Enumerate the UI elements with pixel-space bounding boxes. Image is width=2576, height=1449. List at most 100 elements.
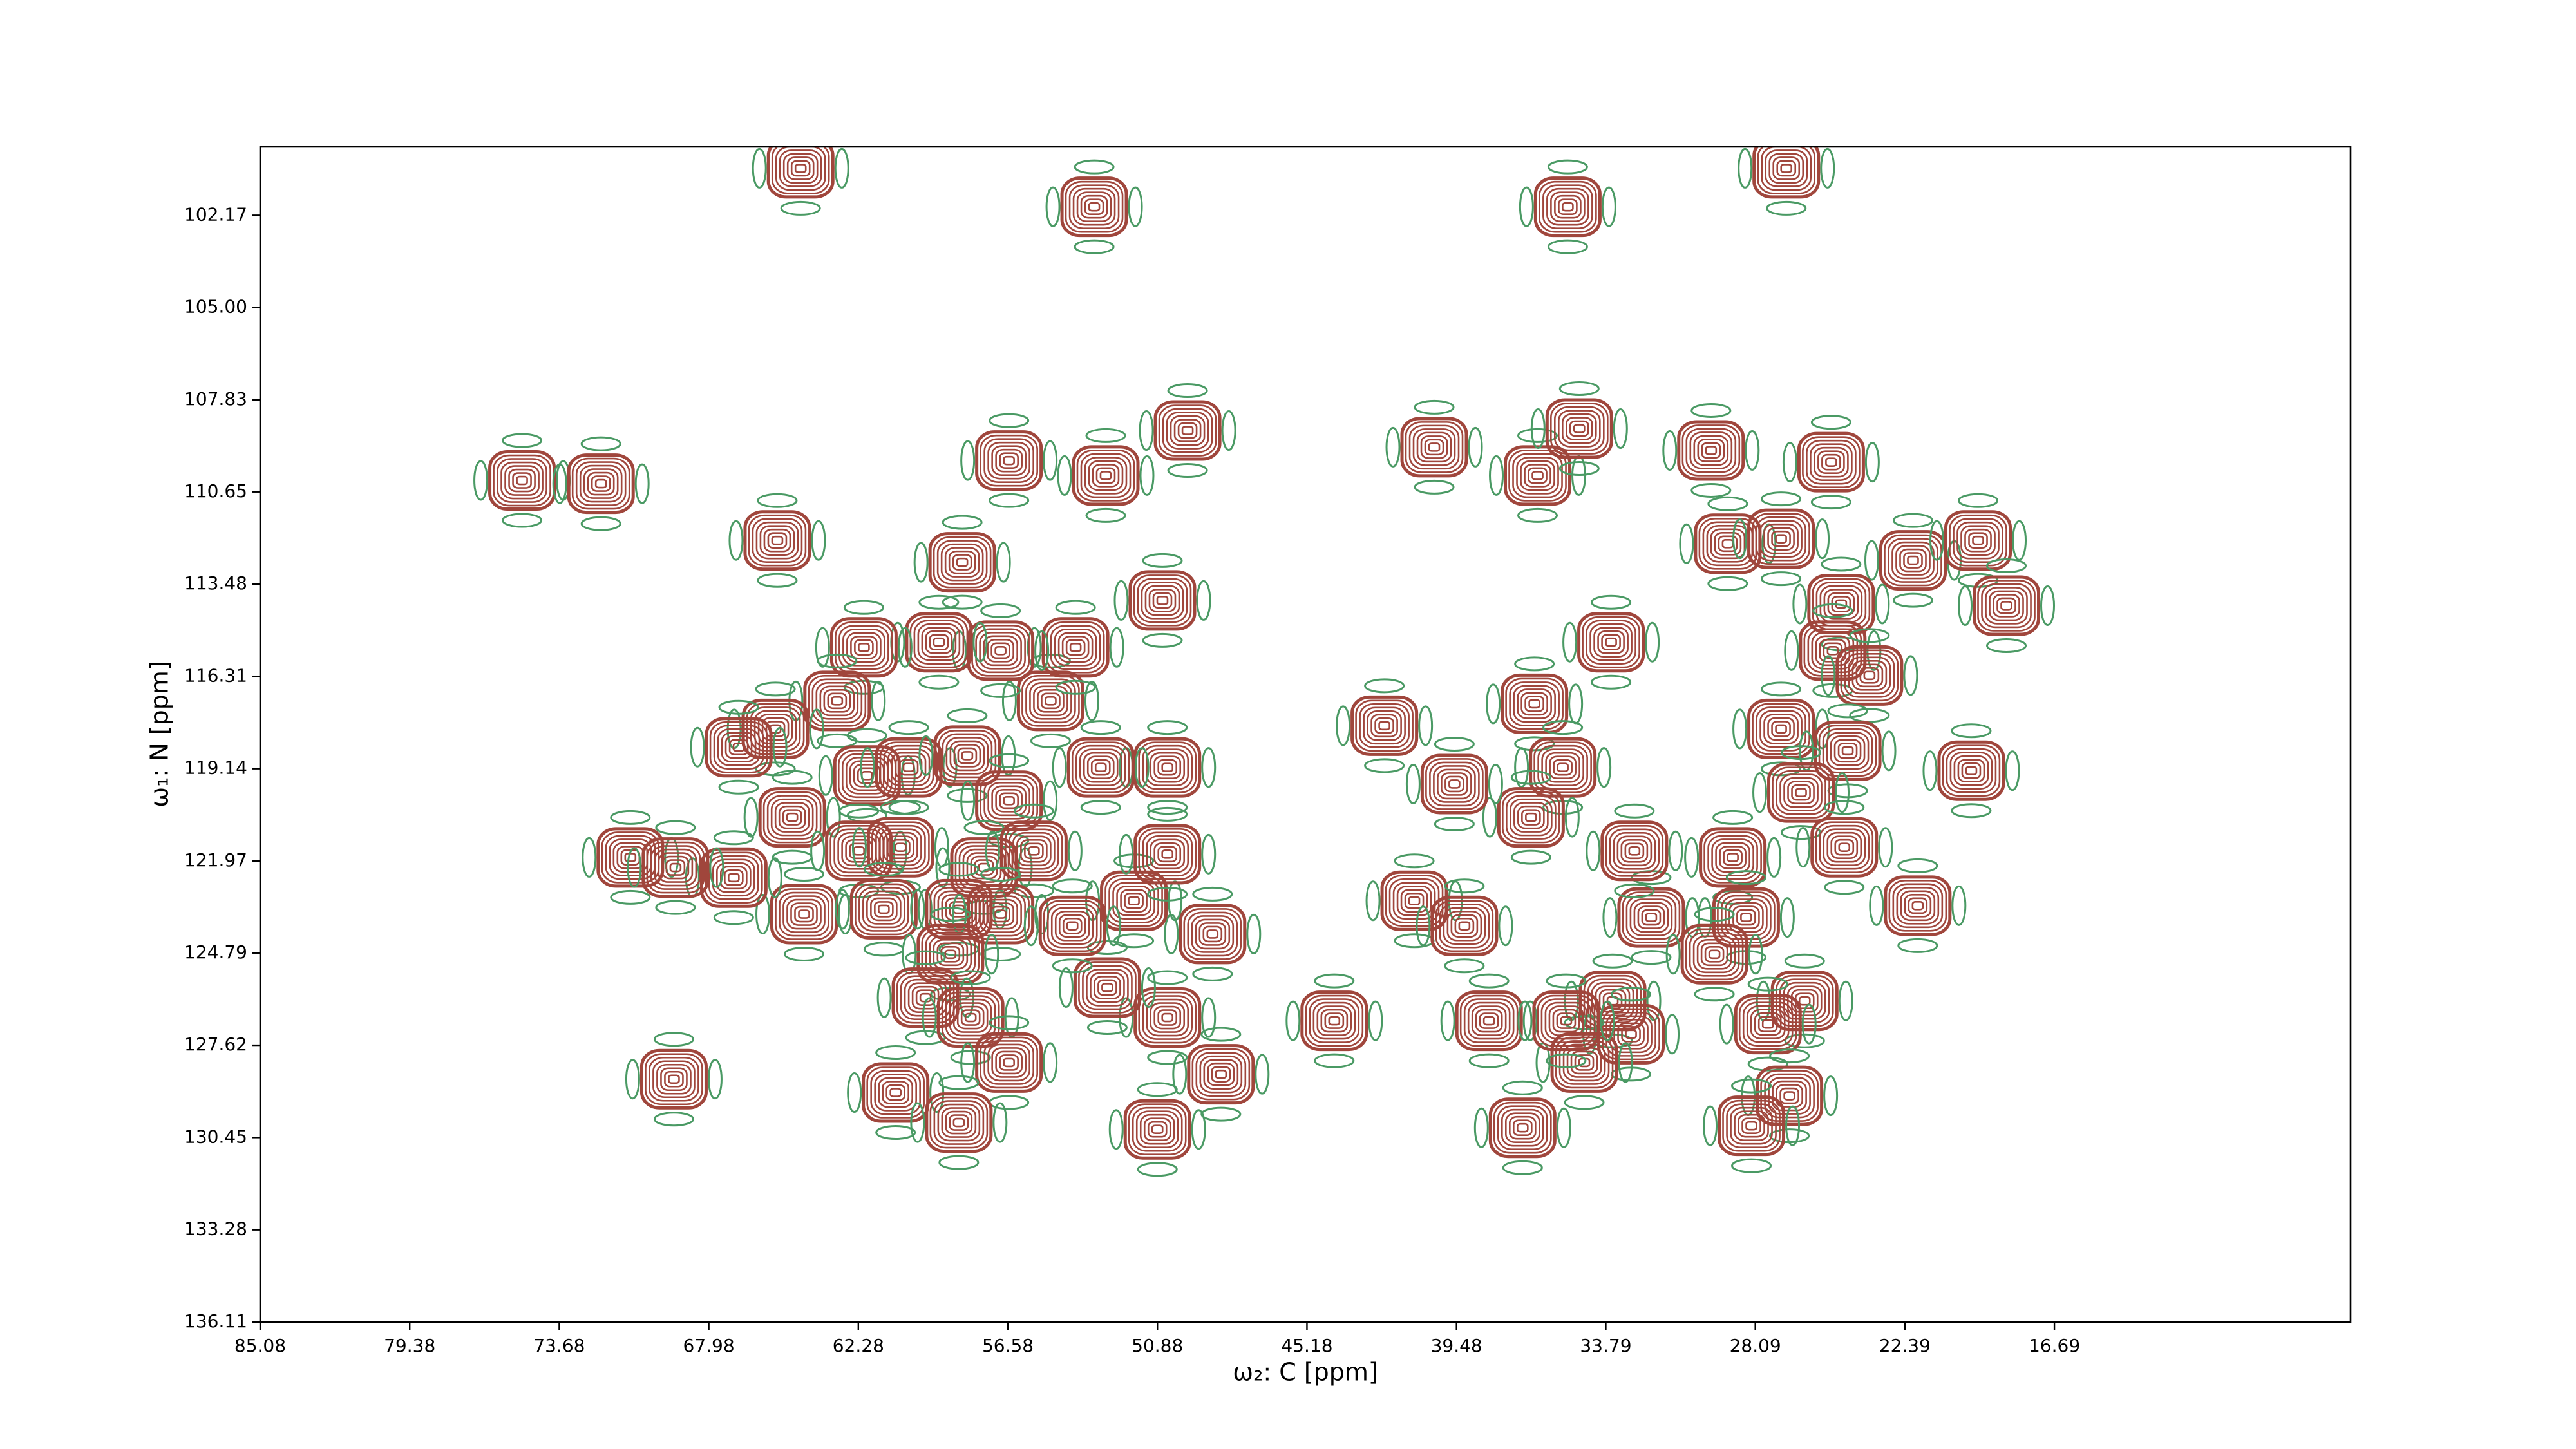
positive-contour: [660, 1067, 688, 1092]
positive-contour: [1128, 896, 1140, 906]
positive-contour: [979, 895, 1022, 933]
positive-contour: [1761, 1019, 1774, 1029]
negative-contour: [1792, 583, 1808, 625]
negative-contour: [1147, 806, 1188, 822]
positive-contour: [1396, 885, 1432, 916]
negative-contour: [1486, 683, 1501, 724]
negative-contour: [851, 827, 867, 868]
positive-contour: [1704, 946, 1725, 963]
positive-contour: [1191, 1048, 1251, 1101]
negative-contour: [1614, 883, 1655, 898]
positive-contour: [990, 642, 1010, 659]
positive-contour: [771, 147, 830, 194]
positive-contour: [1092, 464, 1120, 488]
positive-contour: [882, 1081, 909, 1104]
negative-contour: [757, 493, 798, 508]
positive-contour: [1613, 831, 1656, 870]
positive-contour: [1822, 728, 1873, 773]
positive-contour: [995, 448, 1023, 473]
positive-contour: [1783, 1091, 1795, 1101]
positive-contour: [1328, 1016, 1341, 1026]
negative-contour: [1586, 830, 1601, 871]
positive-contour: [1084, 198, 1104, 215]
negative-contour: [1482, 797, 1497, 838]
positive-contour: [956, 557, 969, 567]
negative-contour: [1869, 885, 1884, 926]
positive-contour: [1884, 534, 1942, 587]
positive-contour: [1911, 901, 1924, 911]
positive-contour: [1542, 184, 1593, 229]
positive-contour: [652, 1060, 696, 1099]
negative-contour: [984, 934, 999, 975]
positive-contour: [936, 540, 988, 585]
positive-contour: [1834, 838, 1855, 856]
positive-contour: [790, 160, 811, 177]
negative-contour: [1498, 905, 1513, 947]
positive-contour: [1714, 531, 1742, 556]
y-tick-label: 127.62: [184, 1034, 247, 1055]
negative-contour: [1820, 147, 1835, 189]
positive-contour: [1157, 846, 1178, 863]
negative-contour: [1875, 583, 1890, 625]
negative-contour: [780, 200, 821, 216]
positive-contour: [1086, 755, 1115, 779]
positive-contour: [1736, 909, 1756, 926]
positive-contour: [1993, 594, 2020, 618]
positive-contour: [949, 1114, 969, 1131]
positive-contour: [1497, 1105, 1548, 1150]
negative-contour: [1929, 520, 1945, 561]
positive-contour: [895, 842, 907, 853]
positive-contour: [1517, 805, 1545, 829]
negative-contour: [627, 847, 642, 888]
positive-contour: [1437, 768, 1472, 800]
positive-contour: [724, 735, 753, 759]
negative-contour: [1694, 907, 1735, 922]
positive-contour: [933, 637, 945, 647]
positive-contour: [770, 798, 814, 837]
negative-contour: [1084, 680, 1099, 721]
positive-contour: [823, 689, 851, 713]
positive-contour: [1412, 428, 1456, 466]
positive-contour: [1094, 976, 1121, 999]
positive-contour: [1552, 1009, 1580, 1033]
negative-contour: [1922, 750, 1938, 791]
positive-contour: [1899, 548, 1927, 573]
positive-contour: [952, 1117, 965, 1128]
positive-contour: [870, 897, 898, 922]
positive-contour: [1726, 1103, 1777, 1148]
negative-contour: [1052, 878, 1093, 894]
positive-contour: [1844, 653, 1895, 698]
negative-contour: [1779, 897, 1795, 938]
positive-contour: [1597, 630, 1625, 654]
negative-contour: [1285, 1000, 1301, 1041]
positive-contour: [1549, 755, 1577, 779]
positive-contour: [983, 778, 1034, 824]
positive-contour: [1848, 656, 1891, 695]
positive-contour: [866, 817, 934, 878]
positive-contour: [1763, 523, 1799, 554]
negative-contour: [1614, 803, 1655, 819]
x-axis-label: ω₂: C [ppm]: [1233, 1358, 1378, 1387]
negative-contour: [1986, 558, 2027, 573]
positive-contour: [1754, 1012, 1782, 1036]
negative-contour: [1139, 455, 1155, 496]
positive-contour: [1533, 176, 1602, 238]
positive-contour: [1050, 625, 1101, 670]
positive-contour: [1420, 435, 1448, 459]
negative-contour: [1951, 723, 1992, 739]
positive-contour: [1747, 508, 1815, 569]
negative-contour: [1514, 656, 1555, 672]
negative-contour: [960, 1042, 976, 1083]
positive-contour: [1528, 699, 1540, 709]
positive-contour: [717, 728, 761, 766]
negative-contour: [1903, 655, 1918, 696]
positive-contour: [732, 742, 745, 752]
positive-contour: [1825, 457, 1837, 467]
positive-contour: [1003, 795, 1015, 806]
positive-contour: [575, 461, 627, 506]
positive-contour: [1574, 1054, 1595, 1071]
y-tick-label: 107.83: [184, 388, 247, 410]
positive-contour: [1408, 424, 1460, 470]
positive-contour: [911, 985, 940, 1010]
